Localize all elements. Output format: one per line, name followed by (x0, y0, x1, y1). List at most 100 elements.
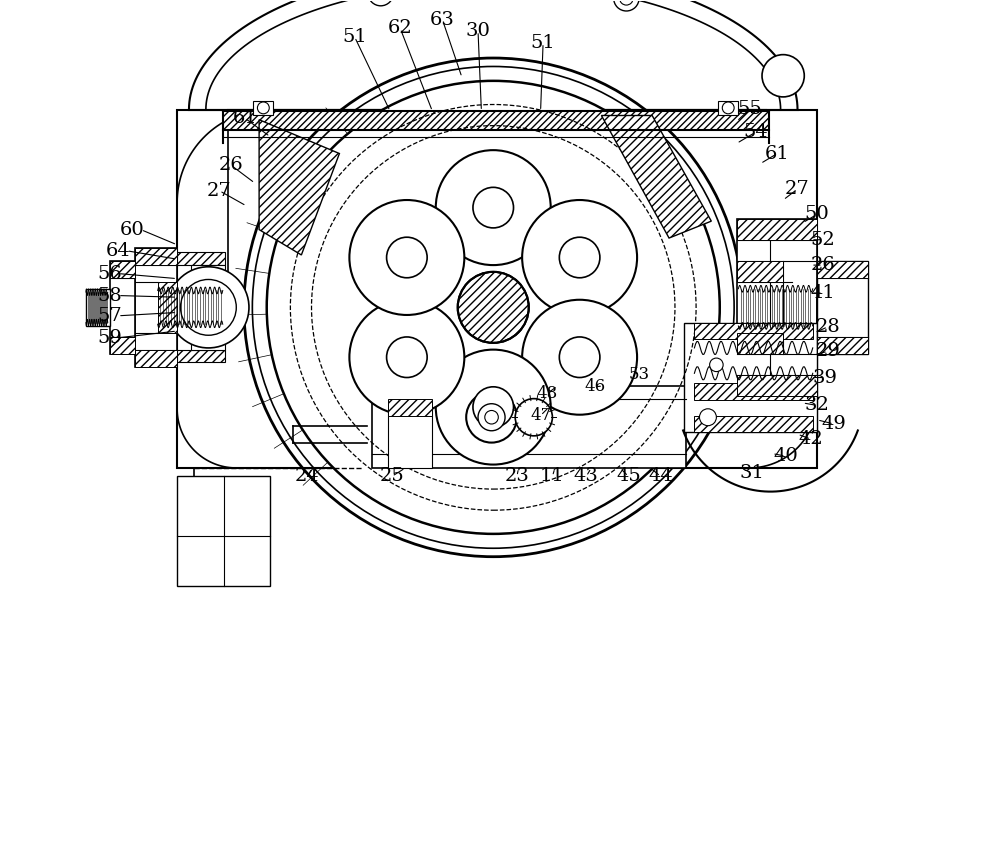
Polygon shape (737, 219, 817, 396)
Text: 30: 30 (466, 22, 490, 40)
Text: 26: 26 (810, 256, 835, 274)
Circle shape (699, 409, 716, 426)
Polygon shape (684, 322, 817, 432)
Polygon shape (817, 261, 868, 278)
Polygon shape (737, 261, 783, 282)
Circle shape (559, 237, 600, 278)
Polygon shape (135, 248, 177, 366)
Polygon shape (737, 219, 817, 240)
Polygon shape (86, 289, 110, 326)
Text: 24: 24 (295, 467, 320, 485)
Circle shape (515, 399, 552, 436)
Circle shape (387, 337, 427, 377)
Text: 45: 45 (616, 467, 641, 485)
Polygon shape (135, 248, 177, 265)
Polygon shape (177, 349, 225, 362)
Polygon shape (388, 399, 432, 416)
Text: 23: 23 (504, 467, 529, 485)
Polygon shape (177, 253, 225, 265)
Circle shape (473, 387, 514, 427)
Circle shape (458, 272, 529, 343)
Text: 64: 64 (106, 242, 130, 259)
Circle shape (620, 0, 633, 5)
Text: 56: 56 (97, 265, 122, 282)
Polygon shape (388, 399, 432, 468)
Circle shape (485, 410, 498, 424)
Text: 26: 26 (219, 156, 244, 175)
Text: 50: 50 (805, 205, 829, 223)
Circle shape (181, 280, 236, 335)
Circle shape (436, 349, 551, 465)
Circle shape (387, 237, 427, 278)
Circle shape (559, 337, 600, 377)
Polygon shape (223, 111, 769, 130)
Polygon shape (253, 101, 273, 115)
Text: 25: 25 (379, 467, 404, 485)
Text: 55: 55 (738, 100, 763, 118)
Circle shape (267, 81, 720, 534)
Polygon shape (191, 265, 225, 287)
Circle shape (478, 404, 505, 431)
Text: 51: 51 (531, 34, 555, 52)
Text: 61: 61 (765, 144, 790, 163)
Circle shape (368, 0, 393, 6)
Polygon shape (372, 386, 686, 468)
Text: 48: 48 (537, 385, 558, 402)
Polygon shape (110, 261, 135, 278)
Text: 53: 53 (629, 366, 650, 383)
Polygon shape (601, 115, 711, 238)
Circle shape (762, 54, 804, 97)
Circle shape (710, 358, 723, 371)
Text: 27: 27 (207, 181, 232, 200)
Polygon shape (135, 349, 177, 366)
Text: 32: 32 (805, 396, 829, 415)
Text: 39: 39 (813, 369, 838, 387)
Circle shape (614, 0, 639, 11)
Text: 46: 46 (584, 378, 605, 395)
Text: 61: 61 (232, 109, 257, 127)
Text: 47: 47 (530, 407, 551, 424)
Polygon shape (110, 337, 135, 354)
Polygon shape (177, 477, 270, 586)
Polygon shape (817, 261, 868, 354)
Circle shape (466, 392, 517, 443)
Circle shape (722, 102, 734, 114)
Polygon shape (694, 416, 813, 432)
Text: 31: 31 (739, 464, 764, 482)
Polygon shape (817, 337, 868, 354)
Text: 43: 43 (574, 467, 599, 485)
Polygon shape (191, 287, 225, 328)
Text: 41: 41 (810, 284, 835, 302)
Text: 58: 58 (97, 287, 122, 304)
Text: 59: 59 (97, 329, 122, 347)
Polygon shape (158, 282, 177, 332)
Polygon shape (694, 322, 813, 339)
Text: 29: 29 (816, 343, 840, 360)
Polygon shape (191, 328, 225, 349)
Circle shape (522, 299, 637, 415)
Text: 42: 42 (799, 430, 823, 449)
Text: 44: 44 (648, 467, 673, 485)
Text: 54: 54 (743, 124, 768, 142)
Circle shape (522, 200, 637, 315)
Text: 51: 51 (342, 28, 367, 46)
Polygon shape (737, 332, 783, 354)
Text: 28: 28 (816, 318, 840, 336)
Polygon shape (694, 383, 813, 400)
Circle shape (168, 267, 249, 348)
Circle shape (349, 299, 464, 415)
Text: 52: 52 (810, 231, 835, 248)
Circle shape (257, 102, 269, 114)
Text: 62: 62 (388, 20, 413, 37)
Text: 49: 49 (821, 415, 846, 433)
Text: 60: 60 (120, 220, 145, 238)
Text: 57: 57 (97, 307, 122, 325)
Polygon shape (737, 375, 817, 396)
Circle shape (436, 150, 551, 265)
Circle shape (349, 200, 464, 315)
Text: 11: 11 (540, 467, 565, 485)
Text: 63: 63 (430, 11, 455, 29)
Text: 27: 27 (785, 180, 810, 198)
Polygon shape (259, 120, 339, 255)
Polygon shape (718, 101, 738, 115)
